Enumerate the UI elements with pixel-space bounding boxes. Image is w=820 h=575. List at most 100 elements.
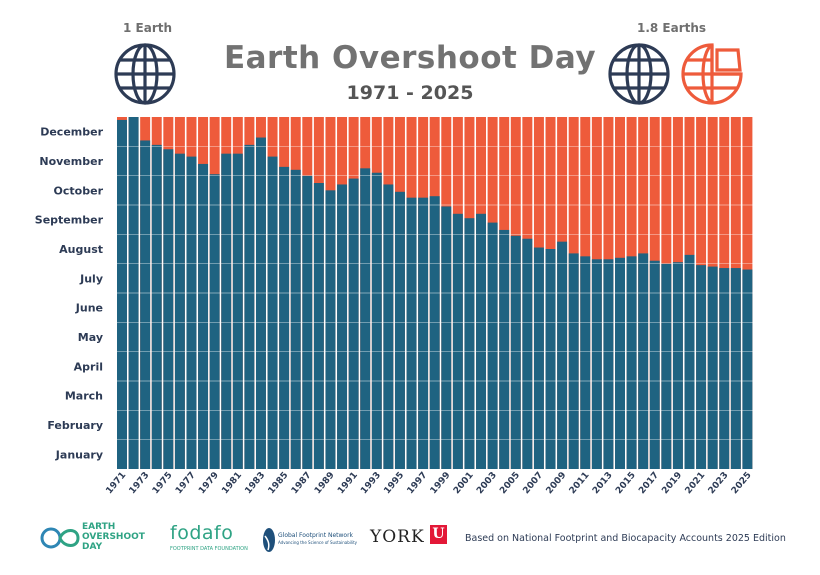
- footprint-icon: [263, 523, 275, 552]
- day-bar-2020: [684, 254, 695, 469]
- x-tick-label: 2021: [684, 471, 708, 497]
- day-bar-2024: [730, 268, 741, 469]
- global-footprint-network-logo[interactable]: Global Footprint Network Advancing the S…: [262, 520, 362, 560]
- eod-logo-text: EARTH OVERSHOOT DAY: [82, 522, 145, 552]
- x-tick-label: 1981: [220, 471, 244, 497]
- gfn-tagline: Advancing the Science of Sustainability: [278, 540, 358, 545]
- x-tick-label: 1973: [128, 471, 152, 497]
- y-tick-label: July: [79, 272, 103, 285]
- x-tick-label: 2025: [730, 471, 754, 497]
- x-tick-label: 2013: [591, 471, 615, 497]
- fodafo-wordmark: fodafo: [170, 522, 234, 544]
- data-source-note: Based on National Footprint and Biocapac…: [465, 533, 786, 544]
- x-tick-label: 1985: [267, 471, 291, 497]
- partial-globe-icon: [681, 43, 743, 105]
- day-bar-2021: [696, 265, 707, 469]
- day-bar-1990: [337, 184, 348, 469]
- globe-icon-full: [608, 43, 670, 105]
- day-bar-2023: [719, 268, 730, 469]
- y-tick-label: November: [39, 155, 103, 168]
- x-tick-label: 1989: [313, 471, 337, 497]
- day-bar-2022: [707, 266, 718, 469]
- day-bar-2001: [464, 218, 475, 469]
- x-tick-label: 1975: [151, 471, 175, 497]
- day-bar-1999: [441, 206, 452, 469]
- gfn-name: Global Footprint Network: [278, 532, 354, 539]
- day-bar-1996: [406, 197, 417, 469]
- day-bar-1995: [394, 191, 405, 470]
- day-bar-1979: [209, 174, 220, 469]
- york-u-mark: U: [430, 525, 447, 544]
- day-bar-1985: [279, 166, 290, 469]
- day-bar-1994: [383, 184, 394, 469]
- day-bar-1991: [348, 178, 359, 469]
- day-bar-1977: [186, 156, 197, 469]
- york-university-logo[interactable]: YORK U: [370, 520, 450, 560]
- day-bar-1997: [418, 197, 429, 469]
- x-axis-labels: 1971 1973 1975 1977 1979 1981 1983 1985 1987 1989…: [105, 471, 754, 497]
- x-tick-label: 2003: [475, 471, 499, 497]
- y-tick-label: January: [55, 448, 103, 461]
- day-bar-1973: [140, 140, 151, 469]
- day-bar-1975: [163, 149, 174, 469]
- chart-subtitle: 1971 - 2025: [346, 82, 474, 104]
- y-tick-label: April: [74, 360, 103, 373]
- day-bar-2003: [487, 222, 498, 469]
- y-tick-label: August: [59, 243, 103, 256]
- x-tick-label: 2019: [660, 471, 684, 497]
- y-tick-label: March: [65, 390, 103, 403]
- day-bar-2025: [742, 269, 753, 469]
- x-tick-label: 2017: [637, 471, 661, 497]
- day-bar-1984: [267, 156, 278, 469]
- x-tick-label: 1977: [174, 471, 198, 497]
- day-bar-1998: [429, 196, 440, 469]
- day-bar-1980: [221, 153, 232, 469]
- day-bar-2007: [533, 247, 544, 469]
- day-bar-1982: [244, 144, 255, 469]
- day-bar-2009: [557, 241, 568, 469]
- one-earth-label: 1 Earth: [123, 21, 173, 35]
- x-tick-label: 2023: [707, 471, 731, 497]
- day-bar-1981: [232, 153, 243, 469]
- day-bar-2015: [626, 256, 637, 469]
- day-bar-1974: [151, 144, 162, 469]
- x-tick-label: 2001: [452, 471, 476, 497]
- day-bar-2005: [510, 235, 521, 469]
- day-bar-1986: [290, 169, 301, 470]
- x-tick-label: 1991: [336, 471, 360, 497]
- day-bar-1988: [313, 183, 324, 469]
- globe-icon: [114, 43, 176, 105]
- day-bar-2013: [603, 259, 614, 469]
- day-bar-2010: [568, 253, 579, 469]
- x-tick-label: 1993: [359, 471, 383, 497]
- day-bar-2017: [649, 260, 660, 469]
- x-tick-label: 2009: [545, 471, 569, 497]
- day-bar-1976: [174, 153, 185, 469]
- x-tick-label: 1987: [290, 471, 314, 497]
- york-wordmark: YORK: [370, 527, 425, 547]
- x-tick-label: 1971: [105, 471, 129, 497]
- y-tick-label: May: [78, 331, 103, 344]
- day-bar-1989: [325, 190, 336, 470]
- fodafo-logo[interactable]: fodafo FOOTPRINT DATA FOUNDATION: [170, 520, 250, 560]
- eod-infinity-icon: [40, 527, 80, 549]
- day-bar-2011: [580, 256, 591, 469]
- y-tick-label: June: [75, 302, 103, 315]
- chart-title: Earth Overshoot Day: [223, 40, 597, 76]
- y-tick-label: September: [35, 214, 104, 227]
- day-bar-2002: [476, 213, 487, 469]
- day-bar-2019: [672, 262, 683, 469]
- day-bar-1992: [360, 168, 371, 470]
- day-bar-2000: [452, 213, 463, 469]
- day-bar-2006: [522, 238, 533, 469]
- day-bar-2018: [661, 263, 672, 469]
- y-tick-label: October: [54, 184, 104, 197]
- earth-overshoot-day-logo[interactable]: EARTH OVERSHOOT DAY: [40, 520, 160, 560]
- y-tick-label: December: [40, 126, 103, 139]
- day-bar-1978: [198, 163, 209, 469]
- x-tick-label: 1997: [406, 471, 430, 497]
- x-tick-label: 2011: [568, 471, 592, 497]
- x-tick-label: 2015: [614, 471, 638, 497]
- day-bar-1983: [255, 137, 266, 470]
- day-bar-2014: [615, 257, 625, 469]
